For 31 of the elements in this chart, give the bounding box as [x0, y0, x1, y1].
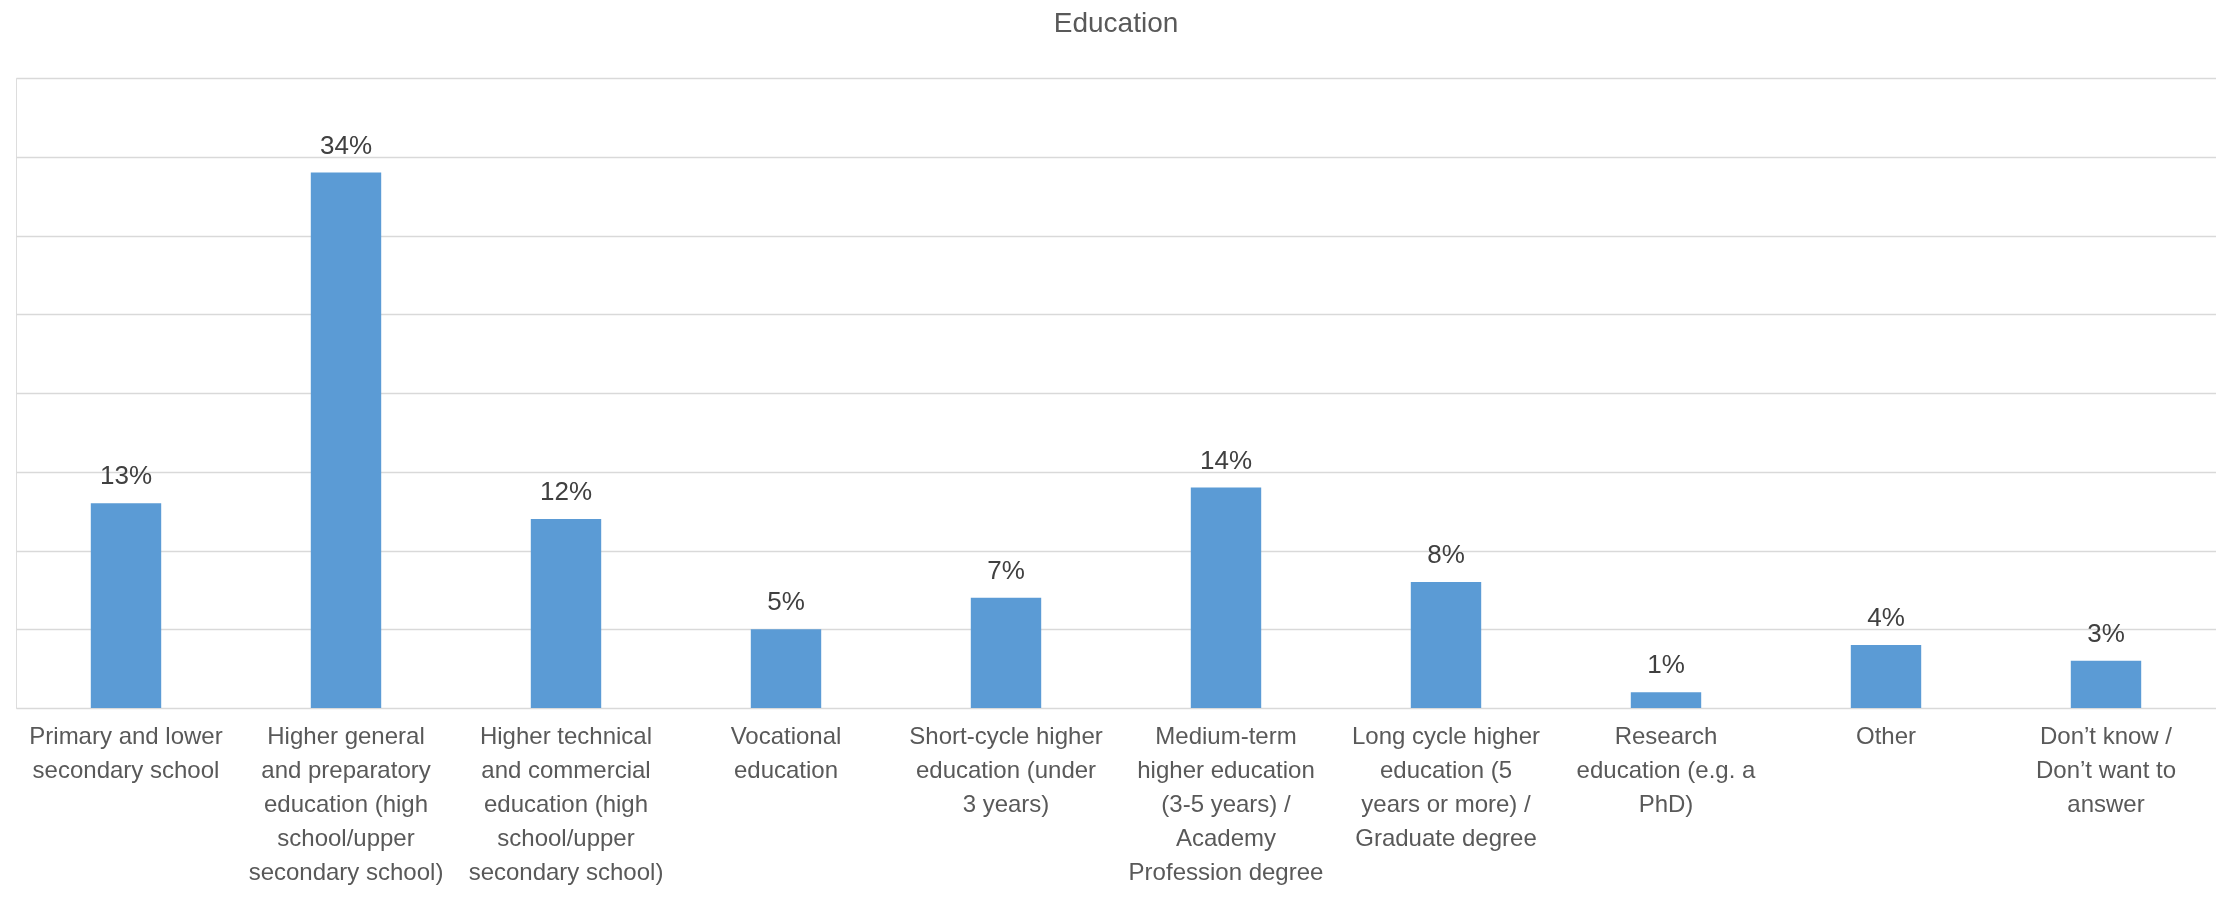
x-tick-label: Long cycle higher education (5 years or more) / Graduate degree: [1351, 721, 1541, 851]
bar: [1630, 692, 1702, 708]
bar: [750, 629, 822, 708]
bar: [970, 597, 1042, 708]
bar: [1850, 645, 1922, 708]
data-label: 7%: [987, 554, 1025, 585]
data-label: 3%: [2087, 617, 2125, 648]
x-tick-label: Research education (e.g. a PhD): [1576, 721, 1757, 817]
data-label: 1%: [1647, 649, 1685, 680]
data-label: 34%: [319, 129, 373, 160]
data-label: 14%: [1199, 444, 1253, 475]
data-label: 8%: [1427, 539, 1465, 569]
x-tick-label: Medium-term higher education (3-5 years) / Academy Profession degree: [1128, 721, 1324, 885]
data-label: 4%: [1867, 602, 1905, 632]
x-tick-label: Higher general and preparatory education (high school/upper secondary school): [248, 721, 444, 885]
data-label: 5%: [767, 586, 805, 617]
chart-title: Education: [1053, 7, 1179, 38]
bar: [310, 172, 382, 708]
x-tick-label: Vocational education: [730, 721, 842, 783]
x-tick-label: Short-cycle higher education (under 3 years): [909, 721, 1103, 817]
x-tick-label: Don’t know / Don’t want to answer: [2035, 721, 2177, 817]
data-label: 13%: [99, 460, 153, 491]
bar: [1410, 582, 1482, 708]
data-label: 12%: [539, 476, 593, 506]
x-tick-label: Higher technical and commercial education (high school/upper secondary school): [468, 721, 664, 885]
bar: [90, 503, 162, 708]
bar: [2070, 660, 2142, 708]
bar: [1190, 487, 1262, 708]
bar: [530, 519, 602, 708]
x-tick-label: Other: [1855, 721, 1917, 749]
x-tick-label: Primary and lower secondary school: [29, 721, 223, 783]
